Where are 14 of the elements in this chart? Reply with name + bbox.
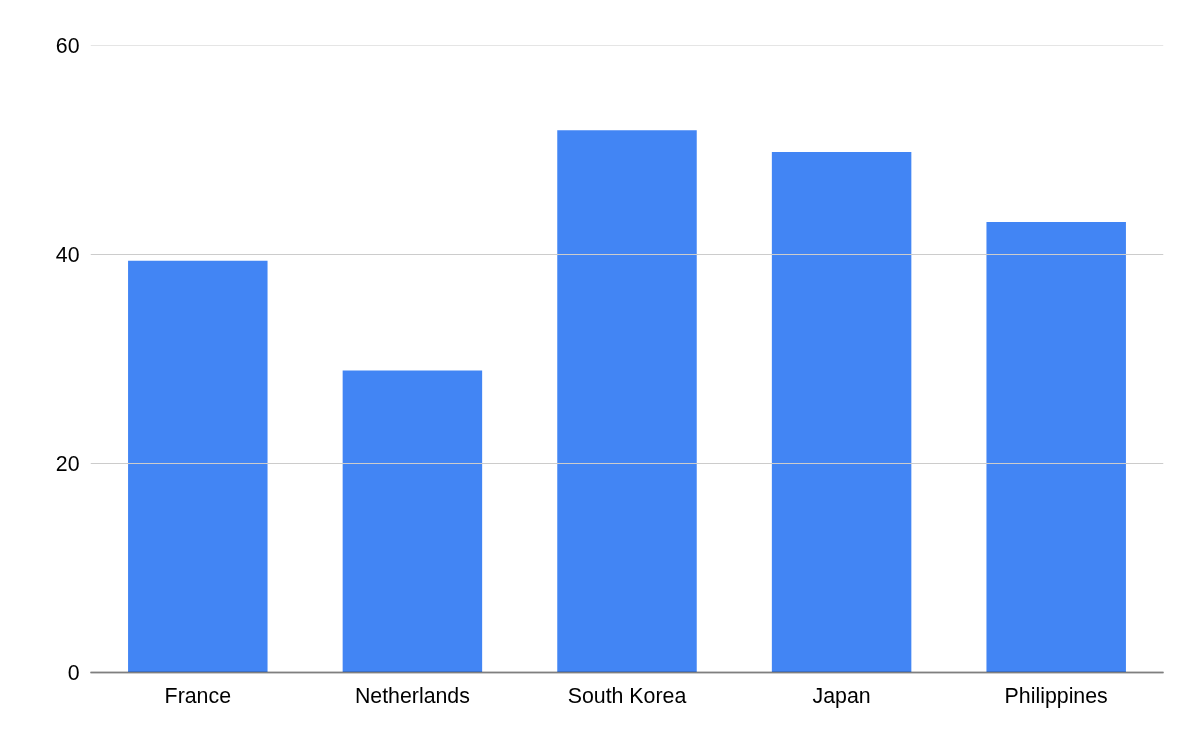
y-tick-label: 20	[55, 452, 80, 476]
x-tick-label: Netherlands	[354, 683, 470, 708]
x-tick-label: Japan	[812, 683, 871, 708]
bar	[128, 260, 268, 673]
y-tick-label: 40	[55, 243, 80, 267]
x-tick-label: France	[164, 683, 231, 708]
x-tick-label: Philippines	[1004, 683, 1108, 708]
y-tick-label: 0	[67, 661, 80, 685]
bar	[986, 222, 1126, 673]
y-tick-label: 60	[55, 34, 80, 58]
bar	[771, 152, 912, 673]
bar	[557, 130, 697, 673]
bar	[342, 370, 483, 673]
x-tick-label: South Korea	[567, 683, 687, 708]
